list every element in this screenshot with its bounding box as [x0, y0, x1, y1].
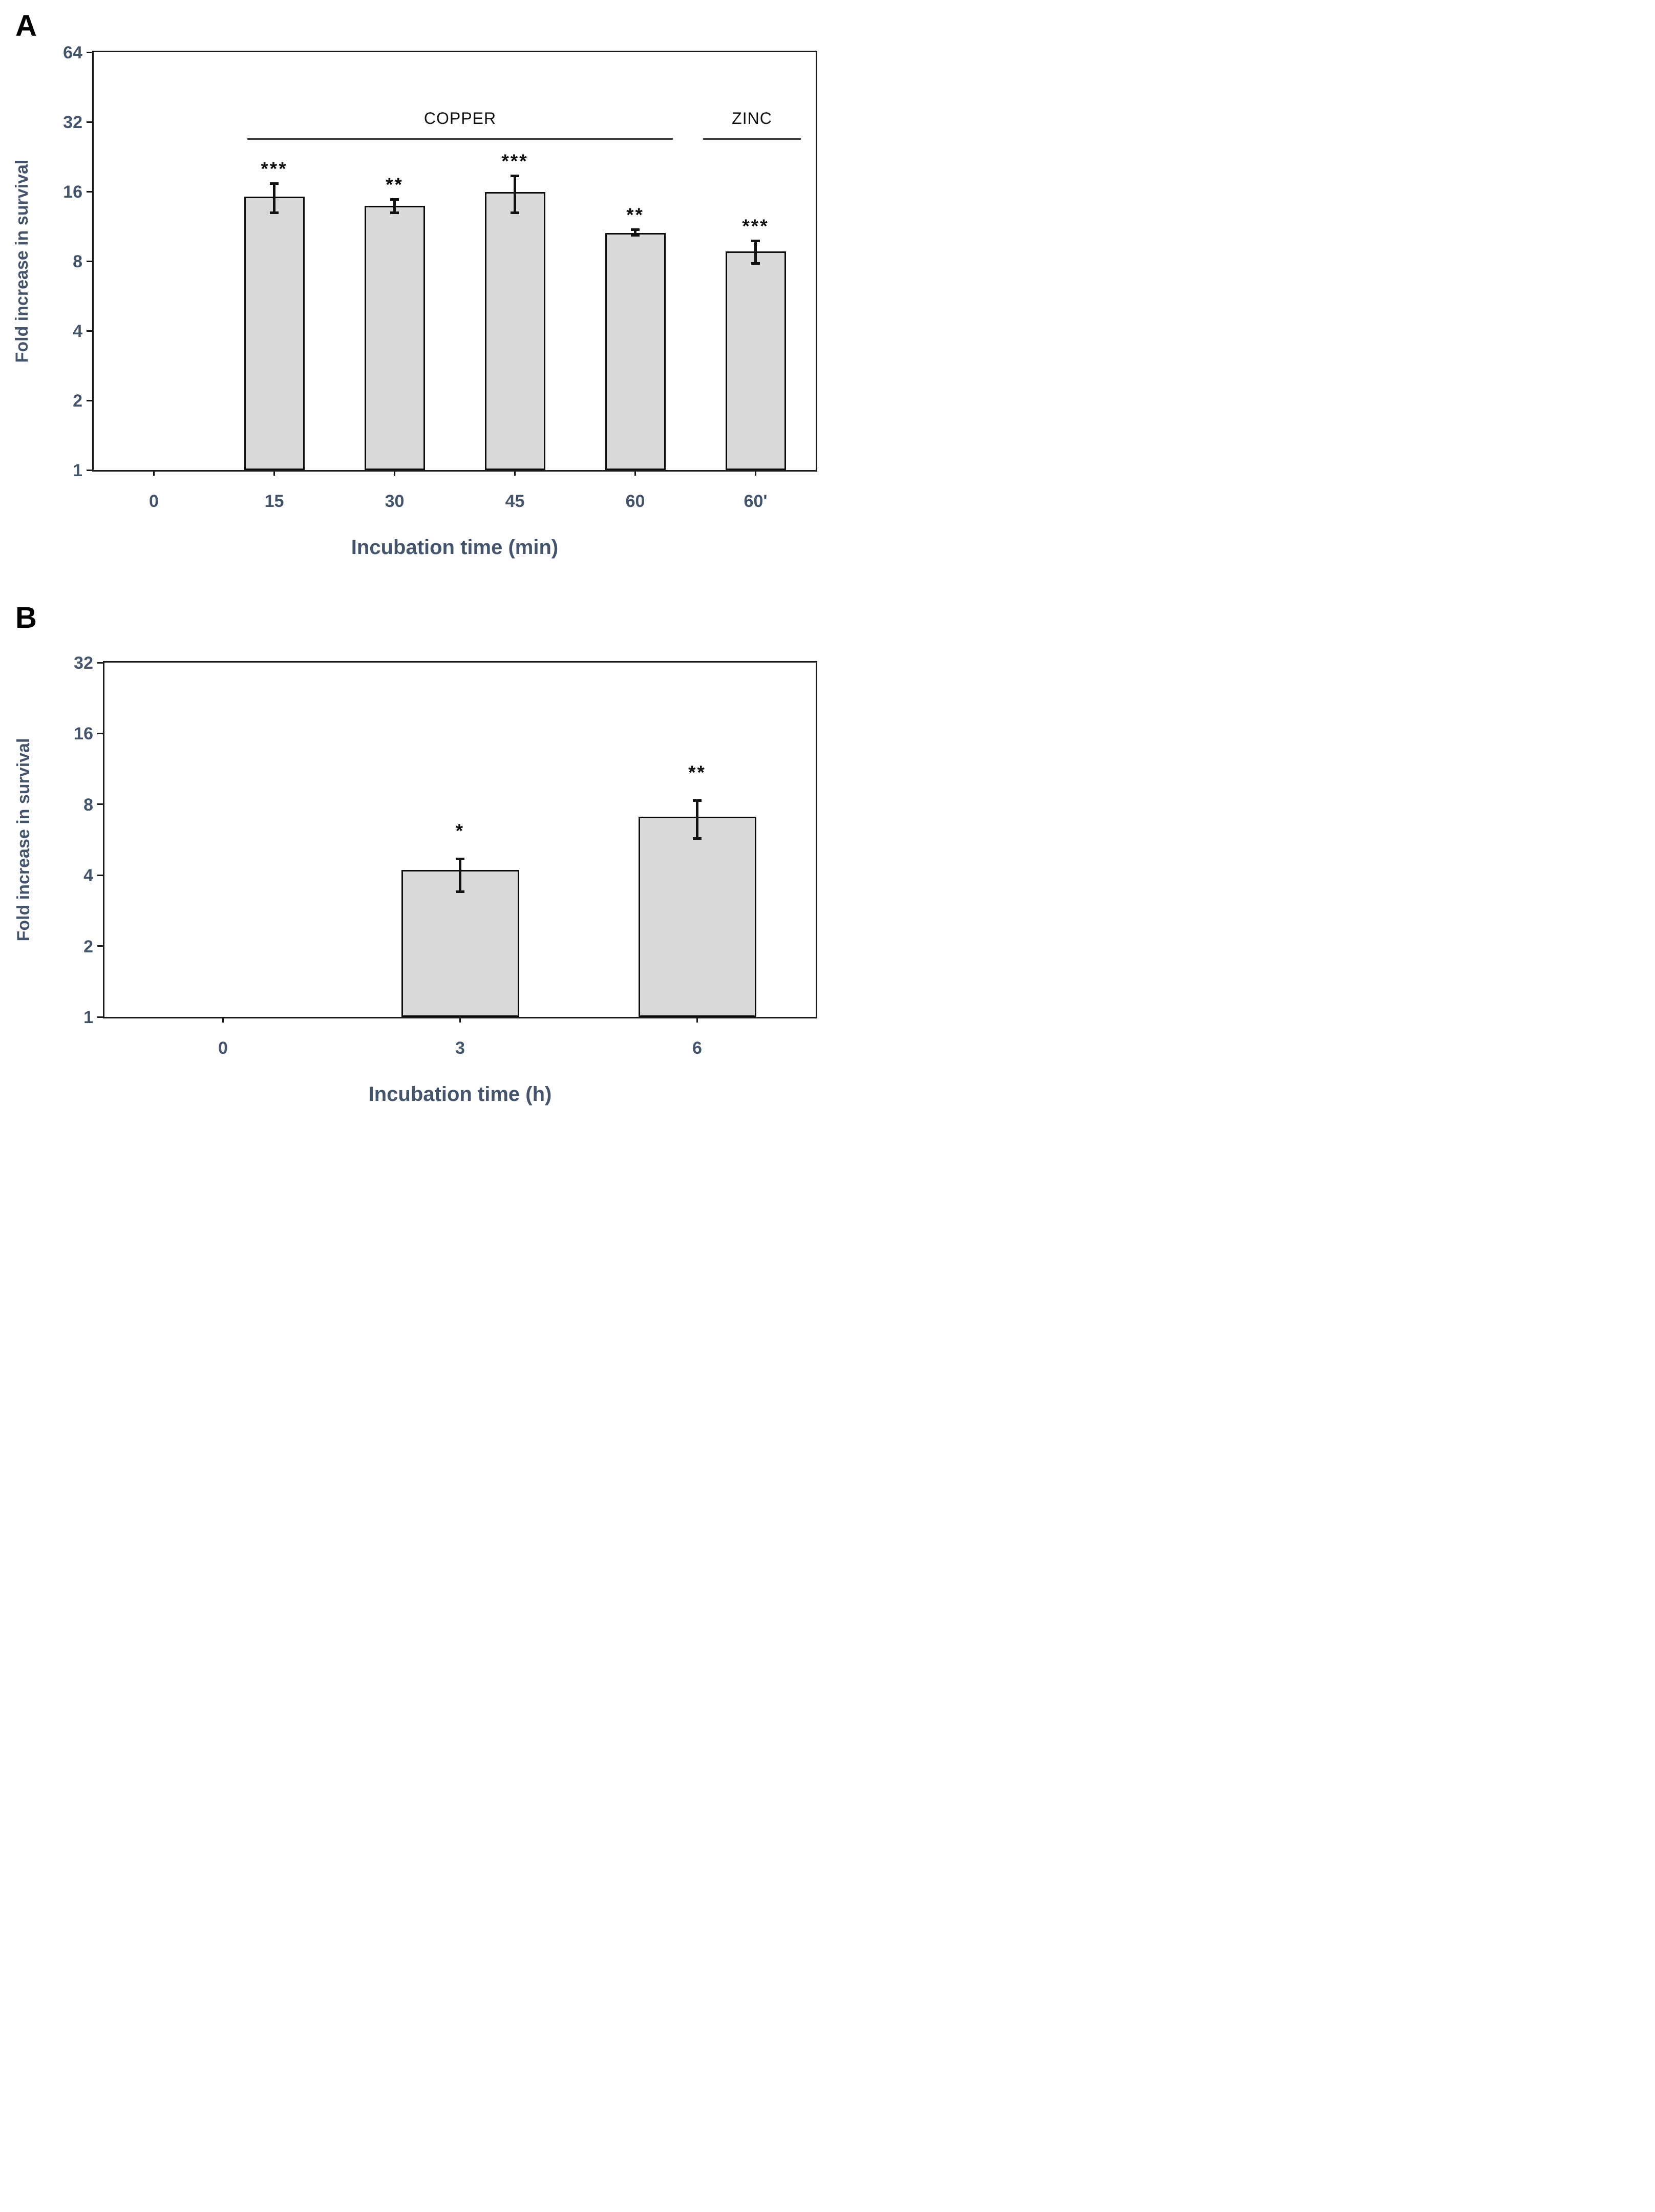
y-axis-tick-label: 4: [73, 322, 82, 341]
error-bar-bottom-cap: [511, 211, 519, 215]
error-bar-bottom-cap: [693, 837, 702, 840]
y-axis-tick: [97, 803, 103, 805]
error-bar-top-cap: [751, 240, 760, 243]
y-axis-tick: [87, 399, 93, 401]
x-axis-category-label: 3: [455, 1038, 465, 1058]
error-bar-top-cap: [631, 228, 640, 231]
significance-marker: ***: [261, 158, 288, 179]
error-bar: [514, 176, 516, 214]
bar: [605, 232, 666, 470]
error-bar: [459, 858, 461, 892]
x-axis-tick: [514, 470, 516, 476]
error-bar: [273, 183, 275, 214]
y-axis-tick-label: 64: [63, 43, 82, 62]
x-axis-tick: [394, 470, 395, 476]
error-bar: [754, 241, 757, 264]
x-axis-category-label: 15: [264, 492, 284, 511]
x-axis-category-label: 60': [744, 492, 768, 511]
y-axis-tick-label: 32: [74, 653, 93, 673]
error-bar-bottom-cap: [751, 262, 760, 265]
y-axis-tick-label: 8: [73, 252, 82, 271]
group-label: ZINC: [732, 109, 772, 127]
error-bar-top-cap: [390, 198, 399, 201]
significance-marker: **: [626, 204, 644, 225]
bar: [725, 251, 786, 470]
significance-marker: ***: [742, 216, 769, 237]
error-bar-top-cap: [270, 182, 279, 185]
y-axis-tick-label: 8: [83, 795, 93, 815]
x-axis-category-label: 6: [692, 1038, 702, 1058]
y-axis-tick-label: 4: [83, 866, 93, 886]
bar: [484, 192, 545, 470]
panel-a-chart: Fold increase in survival Incubation tim…: [12, 44, 817, 558]
y-axis-tick: [87, 260, 93, 262]
x-axis-tick: [222, 1017, 224, 1023]
significance-marker: **: [386, 174, 404, 196]
y-axis-tick: [87, 51, 93, 53]
error-bar-bottom-cap: [270, 211, 279, 215]
error-bar-bottom-cap: [390, 211, 399, 215]
x-axis-category-label: 45: [505, 492, 525, 511]
panel-b-letter: B: [15, 601, 37, 634]
error-bar-top-cap: [511, 175, 519, 178]
x-axis-tick: [696, 1017, 698, 1023]
error-bar-top-cap: [456, 857, 464, 860]
x-axis-tick: [459, 1017, 461, 1023]
error-bar-top-cap: [693, 799, 702, 802]
bar: [401, 870, 519, 1017]
y-axis-tick: [97, 732, 103, 734]
y-axis-tick: [97, 945, 103, 947]
y-axis-tick: [87, 469, 93, 471]
significance-marker: ***: [501, 151, 528, 172]
x-axis-tick: [755, 470, 756, 476]
figure-page: A Fold increase in survival Incubation t…: [0, 0, 828, 1106]
y-axis-tick-label: 16: [63, 182, 82, 202]
y-axis-tick: [87, 330, 93, 332]
x-axis-category-label: 60: [625, 492, 645, 511]
group-label: COPPER: [423, 109, 497, 127]
x-axis-category-label: 30: [385, 492, 405, 511]
x-axis-category-label: 0: [149, 492, 159, 511]
y-axis-tick-label: 16: [74, 724, 93, 744]
group-span-line: [703, 138, 801, 140]
panel-a-letter: A: [15, 9, 37, 42]
x-axis-tick: [273, 470, 275, 476]
y-axis-tick: [97, 874, 103, 876]
significance-marker: **: [688, 762, 706, 783]
y-axis-tick-label: 1: [73, 461, 82, 480]
panel-a-x-axis-title: Incubation time (min): [351, 536, 559, 559]
x-axis-category-label: 0: [218, 1038, 228, 1058]
y-axis-tick-label: 2: [83, 937, 93, 956]
y-axis-tick: [97, 1016, 103, 1018]
y-axis-tick-label: 2: [73, 391, 82, 411]
panel-b-y-axis-title: Fold increase in survival: [14, 738, 33, 942]
x-axis-tick: [634, 470, 636, 476]
panel-b-chart: Fold increase in survival Incubation tim…: [14, 654, 817, 1104]
bar: [244, 197, 305, 470]
y-axis-tick-label: 1: [83, 1008, 93, 1027]
error-bar-bottom-cap: [631, 234, 640, 237]
panel-b-x-axis-title: Incubation time (h): [368, 1083, 552, 1105]
bar: [638, 816, 756, 1017]
y-axis-tick: [87, 190, 93, 193]
bar: [364, 205, 425, 470]
error-bar: [393, 199, 396, 214]
error-bar: [634, 229, 636, 236]
group-span-line: [247, 138, 673, 140]
y-axis-tick-label: 32: [63, 113, 82, 132]
y-axis-tick: [87, 121, 93, 123]
significance-marker: *: [455, 820, 465, 841]
error-bar: [696, 800, 698, 839]
x-axis-tick: [153, 470, 155, 476]
y-axis-tick: [97, 662, 103, 664]
error-bar-bottom-cap: [456, 890, 464, 893]
